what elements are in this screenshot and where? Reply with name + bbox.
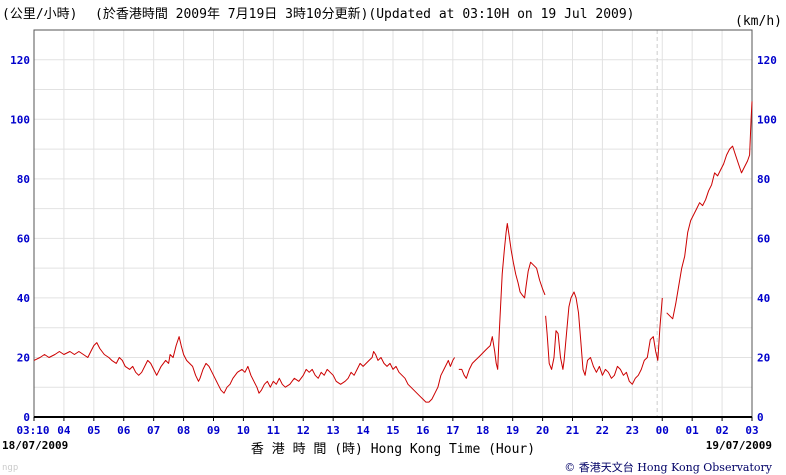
x-tick-label: 09 <box>207 424 220 437</box>
x-tick-label: 05 <box>87 424 100 437</box>
x-tick-label: 21 <box>566 424 580 437</box>
wind-speed-line <box>545 291 663 385</box>
y-tick-label-left: 100 <box>10 113 30 126</box>
y-tick-label-right: 120 <box>757 54 777 67</box>
x-tick-label: 12 <box>297 424 310 437</box>
y-tick-label-right: 80 <box>757 173 770 186</box>
updated-text: (於香港時間 2009年 7月19日 3時10分更新)(Updated at 0… <box>95 7 635 22</box>
wind-speed-line <box>458 223 546 379</box>
x-tick-label: 19 <box>506 424 519 437</box>
x-tick-label: 10 <box>237 424 250 437</box>
y-tick-label-right: 100 <box>757 113 777 126</box>
x-tick-label: 14 <box>356 424 370 437</box>
unit-label-left: (公里/小時) <box>2 7 78 22</box>
x-tick-label: 04 <box>57 424 71 437</box>
y-tick-label-right: 40 <box>757 292 770 305</box>
hko-credit: © 香港天文台 Hong Kong Observatory <box>564 459 772 475</box>
x-tick-label: 20 <box>536 424 549 437</box>
y-tick-label-right: 20 <box>757 351 770 364</box>
x-tick-label: 22 <box>596 424 609 437</box>
y-tick-label-left: 80 <box>17 173 30 186</box>
x-tick-label: 06 <box>117 424 131 437</box>
x-axis-title: 香 港 時 間 (時) Hong Kong Time (Hour) <box>250 442 536 457</box>
watermark: ngp <box>2 463 19 473</box>
date-left: 18/07/2009 <box>2 439 69 452</box>
x-tick-label: 01 <box>686 424 700 437</box>
x-tick-label: 11 <box>267 424 281 437</box>
x-tick-label: 03:10 <box>16 424 49 437</box>
y-tick-label-right: 60 <box>757 232 770 245</box>
copyright-icon: © <box>564 461 576 474</box>
y-tick-label-left: 60 <box>17 232 30 245</box>
x-tick-label: 00 <box>656 424 669 437</box>
wind-speed-line <box>666 101 753 320</box>
credit-text: 香港天文台 Hong Kong Observatory <box>578 461 772 474</box>
x-tick-label: 17 <box>446 424 459 437</box>
wind-speed-line <box>33 336 456 403</box>
date-right: 19/07/2009 <box>705 439 772 452</box>
x-tick-label: 23 <box>626 424 639 437</box>
x-tick-label: 15 <box>386 424 399 437</box>
x-tick-label: 03 <box>745 424 758 437</box>
x-tick-label: 02 <box>715 424 728 437</box>
x-tick-label: 16 <box>416 424 430 437</box>
x-tick-label: 08 <box>177 424 190 437</box>
y-tick-label-left: 120 <box>10 54 30 67</box>
y-tick-label-left: 40 <box>17 292 30 305</box>
unit-label-right: (km/h) <box>735 14 782 29</box>
y-tick-label-right: 0 <box>757 411 764 424</box>
y-tick-label-left: 20 <box>17 351 30 364</box>
x-tick-label: 13 <box>327 424 340 437</box>
x-tick-label: 07 <box>147 424 160 437</box>
y-tick-label-left: 0 <box>23 411 30 424</box>
x-tick-label: 18 <box>476 424 489 437</box>
